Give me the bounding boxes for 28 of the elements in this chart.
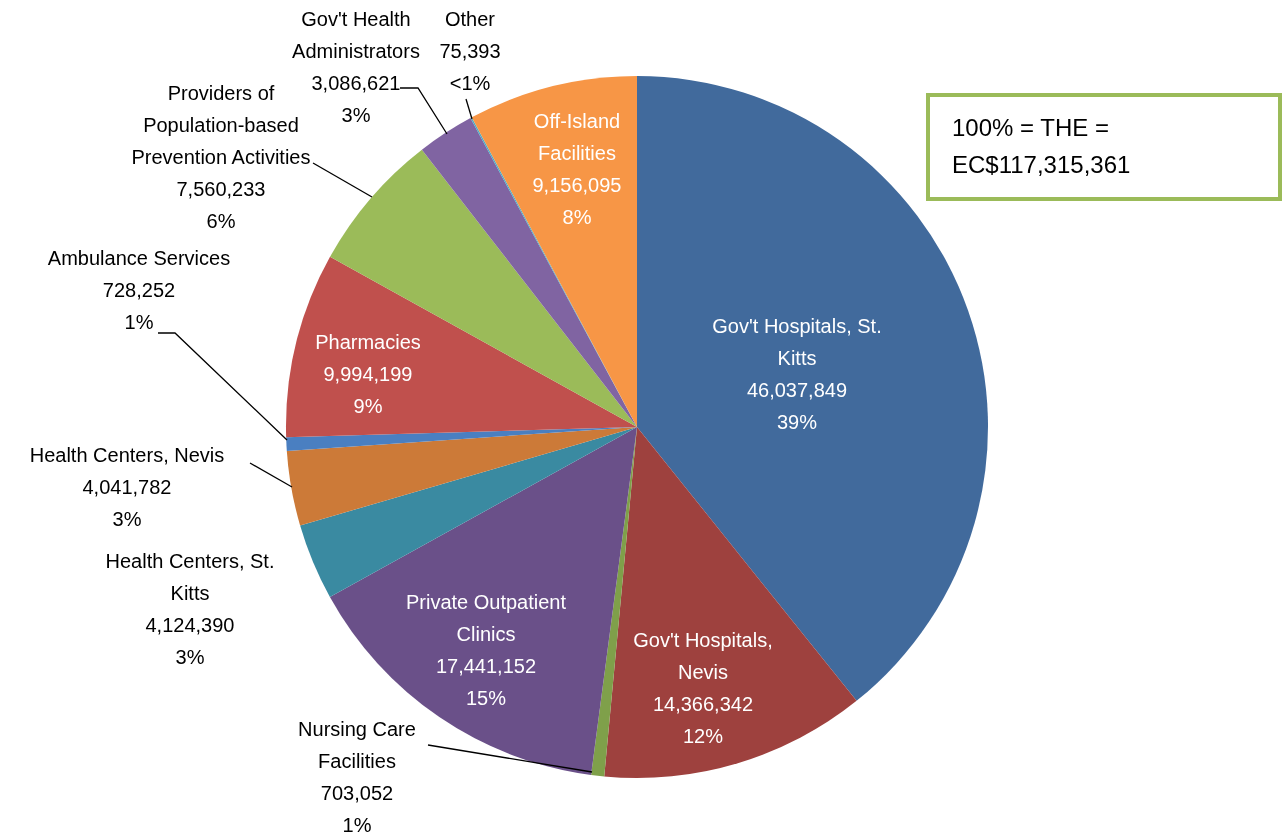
data-label: 7,560,233 6% <box>176 178 266 233</box>
data-label: 4,124,390 3% <box>145 614 235 669</box>
data-label: 14,366,342 12% <box>652 693 754 748</box>
slice-label: Gov't Hospitals, Nevis <box>633 629 773 684</box>
data-label: 75,393 <1% <box>439 40 501 95</box>
data-label: 703,052 1% <box>320 782 394 837</box>
pie-slice <box>286 256 637 438</box>
slice-label: Private Outpatient Clinics <box>405 591 567 646</box>
data-label: 3,086,621 3% <box>311 72 401 127</box>
slice-label: Health Centers, St. Kitts <box>105 550 275 605</box>
pie-slice <box>604 427 857 778</box>
slice-label: Gov't Hospitals, St. Kitts <box>712 315 882 370</box>
data-label: 9,156,095 8% <box>532 174 622 229</box>
data-label: 46,037,849 39% <box>746 379 848 434</box>
slice-label: Providers of Population-based Prevention Activities <box>131 82 311 169</box>
data-label: 4,041,782 3% <box>82 476 172 531</box>
slice-label: Off-Island Facilities <box>533 110 621 165</box>
data-label: 9,994,199 9% <box>323 363 413 418</box>
slice-label: Pharmacies <box>315 331 421 354</box>
slice-label: Ambulance Services <box>47 247 231 270</box>
slice-label: Nursing Care Facilities <box>298 718 416 773</box>
slice-label: Gov't Health Administrators <box>292 8 420 63</box>
slice-label: Other <box>444 8 496 31</box>
data-label: 728,252 1% <box>102 279 176 334</box>
slice-label: Health Centers, Nevis <box>29 444 225 467</box>
data-label: 17,441,152 15% <box>435 655 537 710</box>
text: 100% = THE = EC$117,315,361 <box>952 114 1131 179</box>
pie-slice <box>286 427 637 526</box>
